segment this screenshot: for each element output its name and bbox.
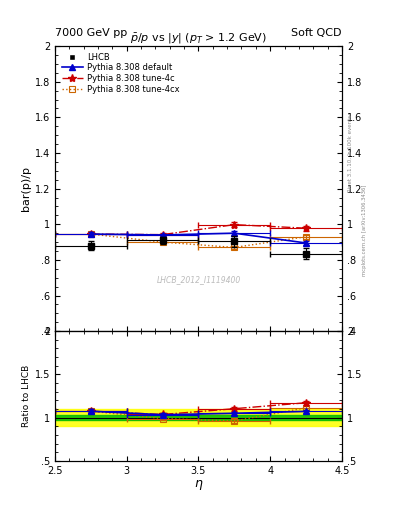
Bar	[55, 409, 342, 426]
Text: 7000 GeV pp: 7000 GeV pp	[55, 28, 127, 38]
Text: Soft QCD: Soft QCD	[292, 28, 342, 38]
Bar	[55, 415, 342, 420]
Title: $\bar{p}/p$ vs $|y|$ ($p_T$ > 1.2 GeV): $\bar{p}/p$ vs $|y|$ ($p_T$ > 1.2 GeV)	[130, 32, 267, 47]
X-axis label: $\eta$: $\eta$	[194, 478, 203, 493]
Text: Rivet 3.1.10, ≥ 100k events: Rivet 3.1.10, ≥ 100k events	[348, 115, 353, 192]
Text: mcplots.cern.ch [arXiv:1306.3436]: mcplots.cern.ch [arXiv:1306.3436]	[362, 185, 367, 276]
Legend: LHCB, Pythia 8.308 default, Pythia 8.308 tune-4c, Pythia 8.308 tune-4cx: LHCB, Pythia 8.308 default, Pythia 8.308…	[59, 50, 182, 96]
Y-axis label: Ratio to LHCB: Ratio to LHCB	[22, 365, 31, 427]
Y-axis label: bar(p)/p: bar(p)/p	[20, 166, 31, 211]
Text: LHCB_2012_I1119400: LHCB_2012_I1119400	[156, 275, 241, 284]
